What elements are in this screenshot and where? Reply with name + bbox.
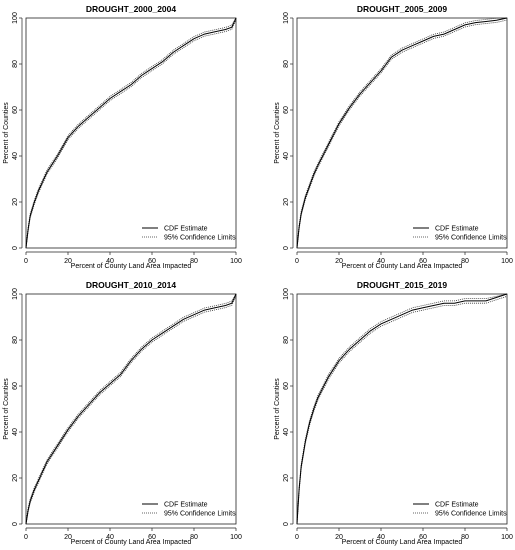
y-tick-label: 0 xyxy=(12,522,19,526)
y-tick-label: 80 xyxy=(12,336,19,344)
cdf-estimate-line xyxy=(25,17,237,249)
x-tick-label: 40 xyxy=(106,534,114,541)
x-tick-label: 20 xyxy=(335,534,343,541)
legend-label: CDF Estimate xyxy=(164,226,208,233)
y-axis-label: Percent of Counties xyxy=(274,378,281,440)
y-tick-label: 40 xyxy=(12,152,19,160)
legend-label: CDF Estimate xyxy=(164,502,208,509)
x-tick-label: 40 xyxy=(377,258,385,265)
plot-frame xyxy=(25,293,237,525)
x-tick-label: 20 xyxy=(335,258,343,265)
lower-confidence-line xyxy=(296,19,508,249)
x-tick-label: 60 xyxy=(419,534,427,541)
y-axis-label: Percent of Counties xyxy=(3,102,10,164)
chart-title: DROUGHT_2015_2019 xyxy=(357,280,448,290)
chart-panel-3: DROUGHT_2010_2014 0 20 40 60 80 100 0 20 40 60 80 10… xyxy=(3,280,242,546)
x-axis-label: Percent of County Land Area Impacted xyxy=(342,263,463,270)
chart-title: DROUGHT_2010_2014 xyxy=(86,280,177,290)
chart-panel-2: DROUGHT_2005_2009 0 20 40 60 80 100 0 20 40 60 80 10… xyxy=(274,4,513,270)
lower-confidence-line xyxy=(296,295,508,525)
legend-label: 95% Confidence Limits xyxy=(435,235,507,242)
legend-label: 95% Confidence Limits xyxy=(164,235,236,242)
y-tick-label: 20 xyxy=(283,198,290,206)
x-tick-label: 0 xyxy=(24,258,28,265)
y-axis-label: Percent of Counties xyxy=(3,378,10,440)
legend-label: 95% Confidence Limits xyxy=(164,511,236,518)
x-tick-label: 100 xyxy=(501,534,513,541)
y-tick-label: 60 xyxy=(283,382,290,390)
plot-frame xyxy=(25,17,237,249)
y-tick-label: 100 xyxy=(283,12,290,24)
x-tick-label: 40 xyxy=(106,258,114,265)
x-tick-label: 80 xyxy=(190,534,198,541)
lower-confidence-line xyxy=(25,19,237,249)
x-tick-label: 60 xyxy=(148,258,156,265)
y-tick-label: 20 xyxy=(12,198,19,206)
x-axis-label: Percent of County Land Area Impacted xyxy=(71,263,192,270)
y-tick-label: 80 xyxy=(12,60,19,68)
cdf-estimate-line xyxy=(25,293,237,525)
y-tick-label: 100 xyxy=(12,288,19,300)
x-tick-label: 0 xyxy=(295,534,299,541)
x-tick-label: 20 xyxy=(64,534,72,541)
chart-title: DROUGHT_2005_2009 xyxy=(357,4,448,14)
y-tick-label: 20 xyxy=(283,474,290,482)
y-tick-label: 40 xyxy=(12,428,19,436)
x-tick-label: 20 xyxy=(64,258,72,265)
y-tick-label: 0 xyxy=(12,246,19,250)
y-tick-label: 80 xyxy=(283,336,290,344)
chart-panel-4: DROUGHT_2015_2019 0 20 40 60 80 100 0 20 40 60 80 10… xyxy=(274,280,513,546)
y-tick-label: 100 xyxy=(12,12,19,24)
x-tick-label: 60 xyxy=(419,258,427,265)
upper-confidence-line xyxy=(25,17,237,246)
y-tick-label: 100 xyxy=(283,288,290,300)
x-tick-label: 60 xyxy=(148,534,156,541)
x-tick-label: 80 xyxy=(461,258,469,265)
x-tick-label: 80 xyxy=(461,534,469,541)
x-tick-label: 0 xyxy=(24,534,28,541)
x-tick-label: 0 xyxy=(295,258,299,265)
y-tick-label: 0 xyxy=(283,522,290,526)
legend-label: CDF Estimate xyxy=(435,502,479,509)
cdf-estimate-line xyxy=(296,293,508,525)
x-tick-label: 100 xyxy=(230,534,242,541)
x-tick-label: 80 xyxy=(190,258,198,265)
chart-panel-1: DROUGHT_2000_2004 0 20 40 60 80 100 0 20 40 60 80 10… xyxy=(3,4,242,270)
plot-frame xyxy=(296,17,508,249)
y-tick-label: 60 xyxy=(12,382,19,390)
x-tick-label: 100 xyxy=(501,258,513,265)
lower-confidence-line xyxy=(25,295,237,525)
y-tick-label: 20 xyxy=(12,474,19,482)
x-axis-label: Percent of County Land Area Impacted xyxy=(342,539,463,546)
y-tick-label: 60 xyxy=(283,106,290,114)
y-tick-label: 60 xyxy=(12,106,19,114)
x-axis-label: Percent of County Land Area Impacted xyxy=(71,539,192,546)
cdf-estimate-line xyxy=(296,17,508,249)
y-tick-label: 0 xyxy=(283,246,290,250)
legend-label: CDF Estimate xyxy=(435,226,479,233)
x-tick-label: 40 xyxy=(377,534,385,541)
plot-frame xyxy=(296,293,508,525)
upper-confidence-line xyxy=(296,293,508,522)
upper-confidence-line xyxy=(296,17,508,246)
chart-title: DROUGHT_2000_2004 xyxy=(86,4,177,14)
x-tick-label: 100 xyxy=(230,258,242,265)
y-axis-label: Percent of Counties xyxy=(274,102,281,164)
legend-label: 95% Confidence Limits xyxy=(435,511,507,518)
y-tick-label: 40 xyxy=(283,428,290,436)
upper-confidence-line xyxy=(25,293,237,522)
y-tick-label: 40 xyxy=(283,152,290,160)
y-tick-label: 80 xyxy=(283,60,290,68)
